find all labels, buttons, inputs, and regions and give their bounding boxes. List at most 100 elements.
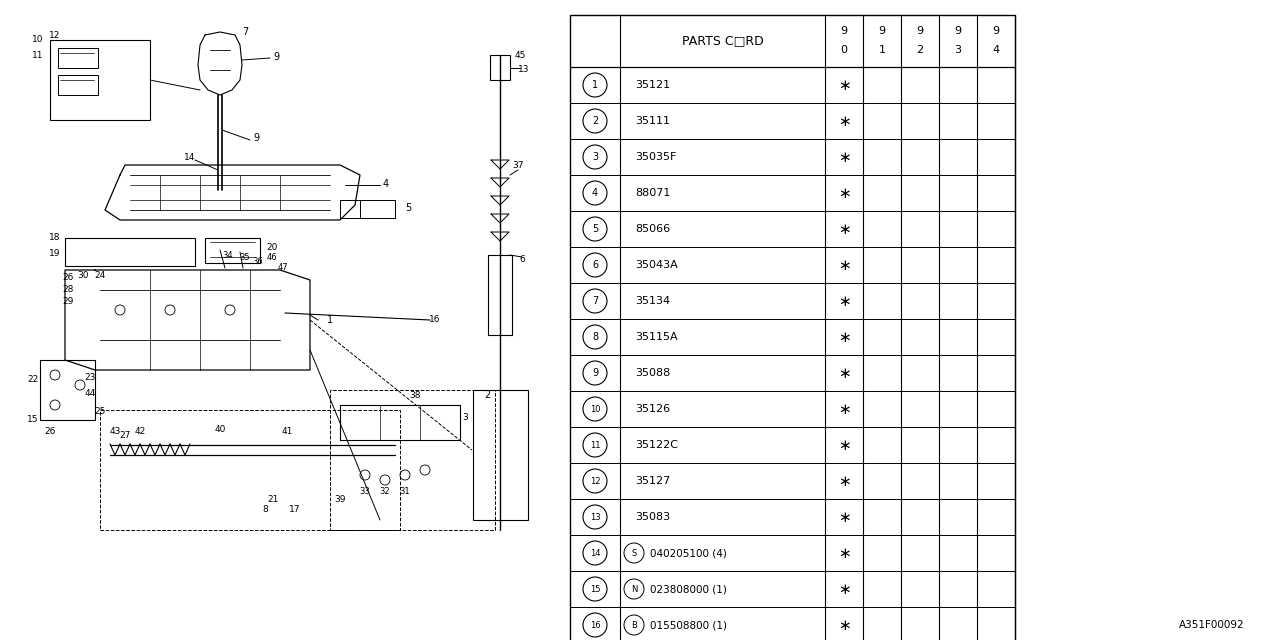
Text: 35: 35 (239, 253, 251, 262)
Text: ∗: ∗ (837, 545, 850, 561)
Text: 39: 39 (334, 495, 346, 504)
Text: 21: 21 (268, 495, 279, 504)
Text: 8: 8 (262, 506, 268, 515)
Text: 35111: 35111 (635, 116, 669, 126)
Text: PARTS C□RD: PARTS C□RD (682, 35, 763, 47)
Text: 35043A: 35043A (635, 260, 677, 270)
Text: S: S (631, 548, 636, 557)
Text: 9: 9 (591, 368, 598, 378)
Text: 8: 8 (591, 332, 598, 342)
Text: 45: 45 (515, 51, 526, 60)
Text: B: B (631, 621, 637, 630)
Text: 0: 0 (841, 45, 847, 56)
Bar (58, 75, 99, 95)
Text: 5: 5 (404, 203, 411, 213)
Text: 040205100 (4): 040205100 (4) (650, 548, 727, 558)
Text: 10: 10 (590, 404, 600, 413)
Text: ∗: ∗ (837, 150, 850, 164)
Text: 3: 3 (955, 45, 961, 56)
Text: 2: 2 (916, 45, 924, 56)
Text: 30: 30 (77, 271, 88, 280)
Text: 14: 14 (184, 154, 196, 163)
Text: 88071: 88071 (635, 188, 671, 198)
Text: 4: 4 (383, 179, 389, 189)
Text: 13: 13 (590, 513, 600, 522)
Text: 16: 16 (590, 621, 600, 630)
Bar (65, 238, 195, 266)
Text: ∗: ∗ (837, 509, 850, 525)
Text: 11: 11 (32, 51, 44, 60)
Text: 6: 6 (591, 260, 598, 270)
Text: ∗: ∗ (837, 474, 850, 488)
Text: 15: 15 (590, 584, 600, 593)
Text: 35083: 35083 (635, 512, 671, 522)
Text: 6: 6 (520, 255, 525, 264)
Text: ∗: ∗ (837, 582, 850, 596)
Text: 27: 27 (119, 431, 131, 440)
Text: ∗: ∗ (837, 221, 850, 237)
Text: ∗: ∗ (837, 294, 850, 308)
Text: 35126: 35126 (635, 404, 671, 414)
Text: 7: 7 (242, 27, 248, 37)
Bar (340, 200, 396, 218)
Text: 18: 18 (49, 232, 60, 241)
Text: ∗: ∗ (837, 257, 850, 273)
Bar (488, 255, 512, 335)
Text: 35035F: 35035F (635, 152, 676, 162)
Text: 1: 1 (591, 80, 598, 90)
Text: 1: 1 (326, 315, 333, 325)
Text: 12: 12 (590, 477, 600, 486)
Text: 24: 24 (95, 271, 106, 280)
Text: 4: 4 (591, 188, 598, 198)
Text: 35088: 35088 (635, 368, 671, 378)
Text: 35115A: 35115A (635, 332, 677, 342)
Bar (490, 55, 509, 80)
Bar (50, 40, 150, 120)
Text: 34: 34 (223, 250, 233, 259)
Text: 3: 3 (462, 413, 468, 422)
Text: 2: 2 (484, 390, 490, 400)
Text: 10: 10 (32, 35, 44, 45)
Text: 38: 38 (410, 390, 421, 399)
Text: 23: 23 (84, 374, 96, 383)
Text: ∗: ∗ (837, 365, 850, 381)
Text: 023808000 (1): 023808000 (1) (650, 584, 727, 594)
Text: 25: 25 (95, 408, 106, 417)
Text: 9: 9 (253, 133, 259, 143)
Text: 13: 13 (518, 65, 530, 74)
Text: 85066: 85066 (635, 224, 671, 234)
Text: 46: 46 (266, 253, 278, 262)
Text: 5: 5 (591, 224, 598, 234)
Text: 015508800 (1): 015508800 (1) (650, 620, 727, 630)
Bar (474, 390, 529, 520)
Text: 47: 47 (278, 264, 288, 273)
Text: 36: 36 (252, 257, 264, 266)
Text: ∗: ∗ (837, 330, 850, 344)
Bar (330, 390, 495, 530)
Text: 1: 1 (878, 45, 886, 56)
Text: 42: 42 (134, 428, 146, 436)
Text: ∗: ∗ (837, 401, 850, 417)
Text: 26: 26 (63, 273, 74, 282)
Text: 9: 9 (273, 52, 279, 62)
Text: 17: 17 (289, 506, 301, 515)
Text: ∗: ∗ (837, 113, 850, 129)
Bar (100, 410, 399, 530)
Text: 9: 9 (916, 26, 924, 36)
Text: 7: 7 (591, 296, 598, 306)
Bar (58, 48, 99, 68)
Text: 4: 4 (992, 45, 1000, 56)
Text: 15: 15 (27, 415, 38, 424)
Text: ∗: ∗ (837, 77, 850, 93)
Text: ∗: ∗ (837, 438, 850, 452)
Text: 12: 12 (50, 31, 60, 40)
Text: 37: 37 (512, 161, 524, 170)
Text: 2: 2 (591, 116, 598, 126)
Text: 41: 41 (282, 428, 293, 436)
Text: 29: 29 (63, 298, 74, 307)
Text: 19: 19 (49, 248, 60, 257)
Text: 22: 22 (27, 376, 38, 385)
Text: 33: 33 (360, 488, 370, 497)
Text: ∗: ∗ (837, 618, 850, 632)
Text: ∗: ∗ (837, 186, 850, 200)
